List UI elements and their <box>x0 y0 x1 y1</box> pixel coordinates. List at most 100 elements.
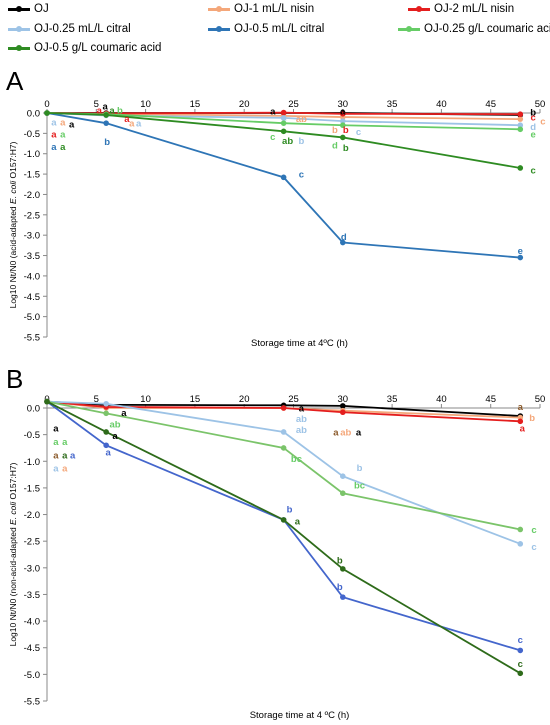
x-tick-label: 10 <box>140 99 151 110</box>
y-tick-label: -4.5 <box>24 643 40 654</box>
data-point <box>340 594 346 600</box>
data-point <box>103 400 109 407</box>
legend: OJ OJ-1 mL/L nisin OJ-2 mL/L nisin OJ-0.25 … <box>0 0 550 62</box>
legend-swatch <box>398 25 420 32</box>
significance-label: b <box>332 125 338 136</box>
y-tick-label: -1.0 <box>24 457 40 468</box>
significance-label: e <box>530 130 535 141</box>
y-axis-label-part: E. coli <box>8 180 18 204</box>
series-line <box>46 400 521 652</box>
significance-label: d <box>530 122 536 133</box>
data-point <box>340 111 346 117</box>
x-tick-label: 45 <box>485 394 496 405</box>
significance-label: a <box>356 427 362 438</box>
x-tick-label: 10 <box>140 394 151 405</box>
legend-swatch <box>8 44 30 51</box>
legend-label: OJ-2 mL/L nisin <box>434 3 515 15</box>
data-point <box>517 541 524 547</box>
legend-item: OJ-0.5 g/L coumaric acid <box>8 42 161 54</box>
significance-label: a <box>97 106 103 117</box>
y-axis-label-part: O157:H7) <box>8 141 18 180</box>
significance-label: b <box>530 108 536 119</box>
x-tick-label: 30 <box>338 394 349 405</box>
x-axis-label: Storage time at 4ºC (h) <box>251 338 348 349</box>
significance-label: a <box>53 437 59 448</box>
y-tick-label: -4.5 <box>24 292 40 303</box>
significance-label: c <box>356 127 361 138</box>
data-point <box>280 120 287 126</box>
x-tick-label: 5 <box>94 99 99 110</box>
significance-label: a <box>60 117 66 128</box>
significance-label: c <box>270 132 275 143</box>
legend-swatch <box>8 5 30 12</box>
x-tick-label: 40 <box>436 99 447 110</box>
data-point <box>517 122 524 129</box>
x-tick-label: 40 <box>436 394 447 405</box>
significance-label: a <box>62 437 68 448</box>
y-tick-label: -5.0 <box>24 312 40 323</box>
y-tick-label: -5.0 <box>24 670 40 681</box>
significance-label: b <box>117 106 123 117</box>
significance-label: a <box>51 142 57 153</box>
y-tick-label: 0.0 <box>27 109 40 120</box>
significance-label: a <box>340 106 346 117</box>
legend-swatch <box>208 25 230 32</box>
y-tick-label: -0.5 <box>24 129 40 140</box>
y-tick-label: -2.5 <box>24 210 40 221</box>
y-tick-label: -1.0 <box>24 149 40 160</box>
legend-swatch <box>8 25 30 32</box>
legend-item: OJ-1 mL/L nisin <box>208 3 314 15</box>
x-tick-label: 50 <box>535 394 546 405</box>
y-tick-label: -2.0 <box>24 190 40 201</box>
data-point <box>103 410 109 417</box>
x-tick-label: 50 <box>535 99 546 110</box>
data-point <box>517 647 524 654</box>
legend-label: OJ-1 mL/L nisin <box>234 3 315 15</box>
legend-item: OJ-0.25 mL/L citral <box>8 23 131 35</box>
y-tick-label: -5.5 <box>24 697 40 708</box>
significance-label: ab <box>296 114 307 125</box>
significance-label: a <box>518 402 524 413</box>
significance-label: c <box>299 170 304 181</box>
significance-label: ab <box>340 427 351 438</box>
data-point <box>280 128 287 135</box>
significance-label: a <box>60 130 66 141</box>
significance-label: a <box>281 113 287 124</box>
y-tick-label: -3.0 <box>24 231 40 242</box>
data-point <box>340 239 346 246</box>
legend-item: OJ-2 mL/L nisin <box>408 3 514 15</box>
x-tick-label: 25 <box>288 99 299 110</box>
significance-label: a <box>109 106 115 117</box>
x-tick-label: 15 <box>190 394 201 405</box>
y-tick-label: -2.5 <box>24 537 40 548</box>
data-point <box>44 110 50 116</box>
significance-label: a <box>62 464 68 475</box>
panel-label: B <box>6 364 23 394</box>
legend-swatch <box>208 5 230 12</box>
series-line <box>46 112 521 259</box>
data-point <box>517 126 524 133</box>
data-point <box>103 120 109 126</box>
data-point <box>280 174 287 181</box>
significance-label: a <box>62 450 68 461</box>
legend-label: OJ-0.25 mL/L citral <box>34 23 131 35</box>
x-tick-label: 5 <box>94 394 99 405</box>
significance-label: a <box>121 408 127 419</box>
data-point <box>340 566 346 572</box>
significance-label: bc <box>354 481 365 492</box>
data-point <box>340 134 346 141</box>
data-point <box>44 398 50 405</box>
significance-label: c <box>530 113 535 124</box>
significance-label: a <box>70 450 76 461</box>
data-point <box>517 165 524 171</box>
significance-label: b <box>529 413 535 424</box>
data-point <box>280 429 287 435</box>
legend-item: OJ-0.5 mL/L citral <box>208 23 324 35</box>
y-tick-label: -4.0 <box>24 271 40 282</box>
y-tick-label: -0.5 <box>24 430 40 441</box>
x-tick-label: 30 <box>338 99 349 110</box>
significance-label: a <box>270 106 276 117</box>
significance-label: b <box>104 137 110 148</box>
x-tick-label: 45 <box>485 99 496 110</box>
significance-label: ab <box>296 425 307 436</box>
